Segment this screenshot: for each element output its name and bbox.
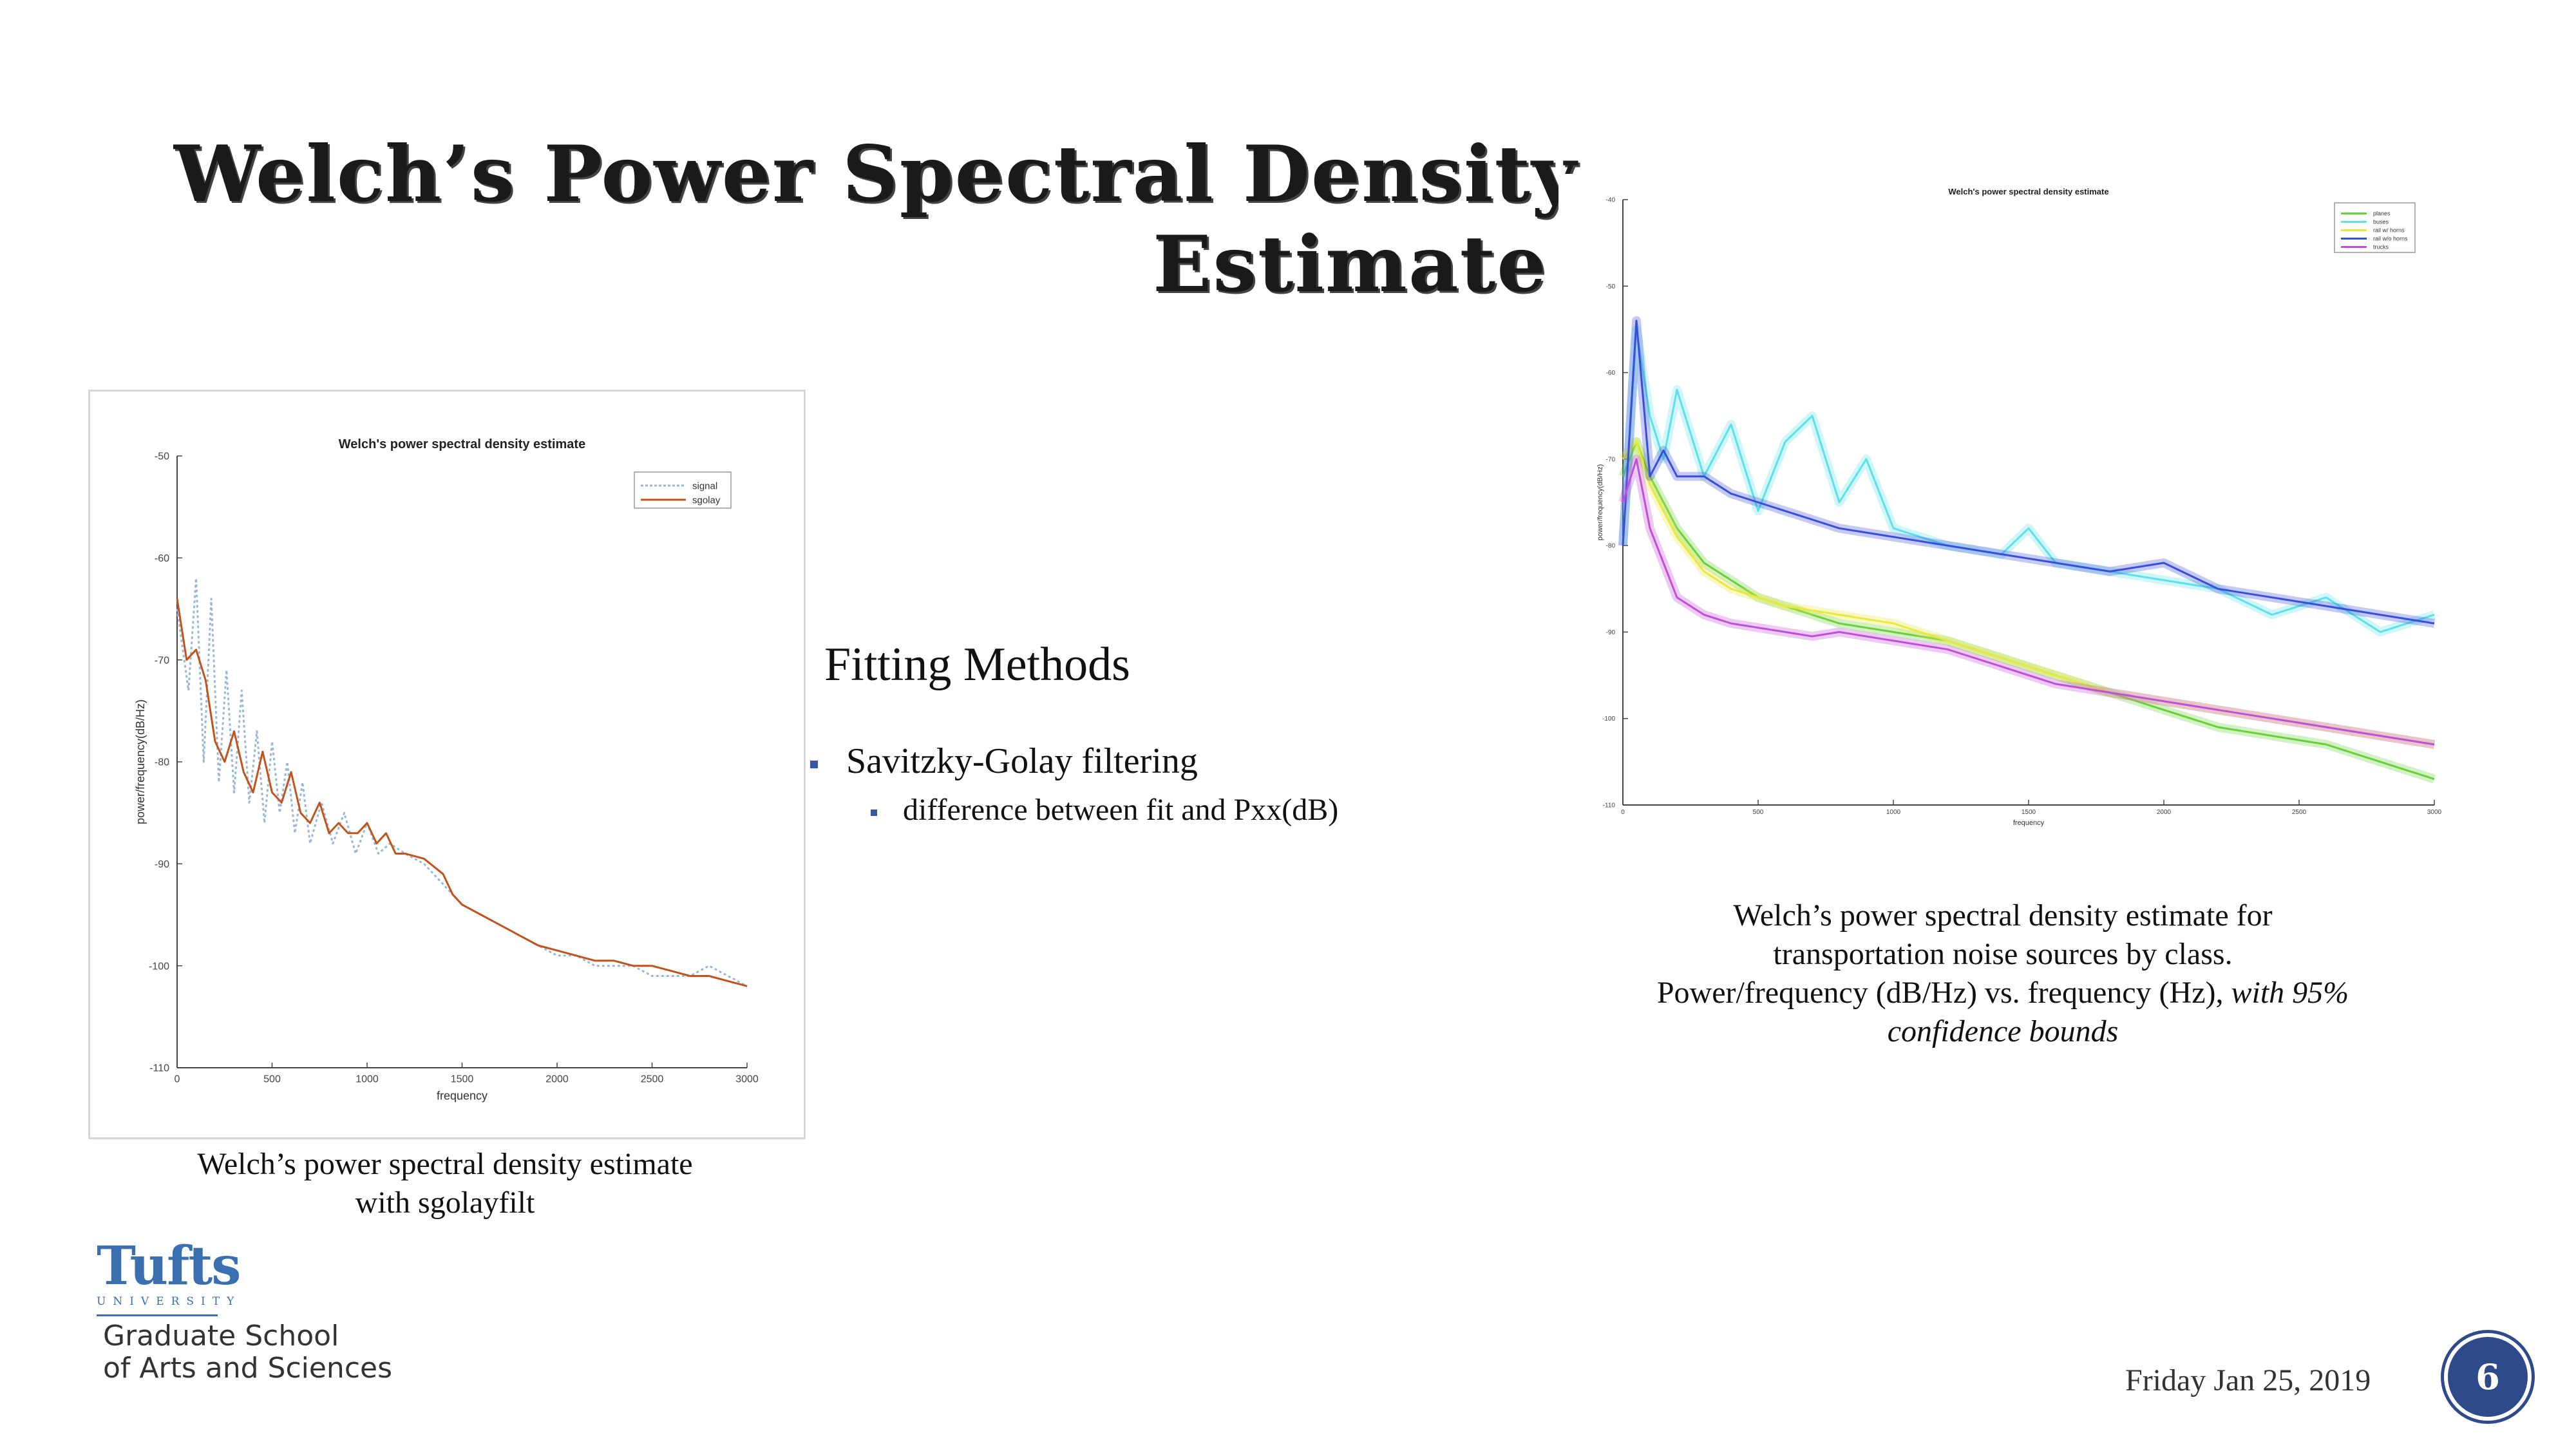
y-tick-label: -50 — [155, 451, 169, 462]
series-line — [1622, 319, 2435, 625]
legend-label: trucks — [2373, 244, 2389, 251]
slide-title-line-1: Welch’s Power Spectral Density — [174, 129, 1578, 220]
y-tick-label: -60 — [1606, 370, 1616, 377]
y-tick-label: -90 — [1606, 629, 1616, 636]
x-axis-label: frequency — [2013, 819, 2045, 827]
chart-title: Welch's power spectral density estimate — [1948, 187, 2108, 196]
x-tick-label: 3000 — [2427, 809, 2442, 816]
right-caption-line-3: Power/frequency (dB/Hz) vs. frequency (H… — [1656, 976, 2349, 1010]
bullet-item: Savitzky-Golay filtering — [810, 741, 1198, 782]
section-title: Fitting Methods — [824, 638, 1130, 691]
series-line — [176, 598, 748, 987]
left-caption-line-1: Welch’s power spectral density estimate — [197, 1147, 693, 1181]
y-tick-label: -80 — [155, 757, 169, 768]
series-line — [1622, 440, 2435, 781]
x-tick-label: 2500 — [641, 1074, 664, 1084]
y-tick-label: -90 — [155, 859, 169, 870]
legend-label: buses — [2373, 219, 2389, 225]
x-tick-label: 500 — [263, 1074, 281, 1084]
legend-label: rail w/ horns — [2373, 227, 2405, 234]
x-tick-label: 2000 — [545, 1074, 569, 1084]
right-caption-line-2: transportation noise sources by class. — [1773, 937, 2233, 971]
series-line — [1622, 440, 2435, 746]
left-chart-caption: Welch’s power spectral density estimate … — [88, 1145, 802, 1222]
x-tick-label: 1500 — [2022, 809, 2036, 816]
y-tick-label: -70 — [1606, 456, 1616, 463]
x-tick-label: 2000 — [2157, 809, 2172, 816]
legend-box — [2334, 202, 2416, 253]
y-tick-label: -110 — [1603, 802, 1616, 810]
legend-box — [634, 471, 732, 509]
page-number-badge: 6 — [2444, 1333, 2532, 1421]
x-tick-label: 1000 — [355, 1074, 379, 1084]
transport-psd-chart: 0 500 1000 1500 2000 2500 3000 -110 -100 -90 -80 -7… — [1596, 187, 2442, 827]
slide-date: Friday Jan 25, 2019 — [2125, 1363, 2371, 1397]
x-tick-label: 500 — [1753, 809, 1764, 816]
x-tick-label: 1500 — [451, 1074, 474, 1084]
logo-divider — [97, 1314, 218, 1316]
bullet-square-icon — [810, 761, 818, 769]
x-axis-label: frequency — [437, 1090, 488, 1103]
left-chart-image: 0 500 1000 1500 2000 2500 3000 -110 -100 -90 -80 -7… — [88, 390, 806, 1139]
y-tick-label: -60 — [155, 553, 169, 564]
x-tick-label: 3000 — [735, 1074, 759, 1084]
x-tick-label: 2500 — [2292, 809, 2307, 816]
legend-label: signal — [692, 480, 717, 491]
school-name: Graduate School of Arts and Sciences — [103, 1320, 392, 1385]
left-caption-line-2: with sgolayfilt — [355, 1186, 535, 1220]
right-chart-image: 0 500 1000 1500 2000 2500 3000 -110 -100 -90 -80 -7… — [1558, 174, 2486, 844]
sub-bullet-text: difference between fit and Pxx(dB) — [903, 793, 1339, 827]
bullet-text: Savitzky-Golay filtering — [846, 741, 1198, 781]
legend-label: rail w/o horns — [2373, 236, 2408, 242]
x-tick-label: 0 — [175, 1074, 180, 1084]
logo-university: UNIVERSITY — [97, 1295, 242, 1308]
y-tick-label: -100 — [1602, 715, 1615, 723]
series-line — [176, 577, 748, 987]
legend-label: planes — [2373, 211, 2391, 217]
right-caption-line-4: confidence bounds — [1887, 1014, 2119, 1048]
x-tick-label: 0 — [1621, 809, 1625, 816]
school-line-2: of Arts and Sciences — [103, 1352, 393, 1385]
slide-title-line-2: Estimate — [1153, 219, 1548, 310]
y-tick-label: -50 — [1606, 283, 1616, 290]
bullet-square-icon — [871, 809, 877, 816]
series-line — [1622, 458, 2435, 746]
logo-wordmark: Tufts — [97, 1235, 241, 1297]
sub-bullet-item: difference between fit and Pxx(dB) — [871, 792, 1338, 828]
y-tick-label: -110 — [149, 1063, 169, 1074]
right-caption-line-1: Welch’s power spectral density estimate … — [1733, 898, 2273, 933]
tufts-logo: Tufts UNIVERSITY — [97, 1240, 241, 1316]
sgolay-psd-chart: 0 500 1000 1500 2000 2500 3000 -110 -100 -90 -80 -7… — [134, 437, 759, 1103]
y-axis-label: power/frequency(dB/Hz) — [134, 699, 147, 824]
school-line-1: Graduate School — [103, 1320, 339, 1352]
legend-label: sgolay — [692, 495, 721, 506]
y-axis-label: power/frequency(dB/Hz) — [1596, 464, 1604, 541]
chart-title: Welch's power spectral density estimate — [339, 437, 585, 451]
y-tick-label: -40 — [1606, 197, 1616, 204]
series-line — [1622, 328, 2435, 633]
y-tick-label: -70 — [155, 655, 169, 666]
right-chart-caption: Welch’s power spectral density estimate … — [1571, 896, 2434, 1051]
x-tick-label: 1000 — [1886, 809, 1901, 816]
y-tick-label: -100 — [149, 961, 169, 972]
y-tick-label: -80 — [1606, 543, 1616, 550]
